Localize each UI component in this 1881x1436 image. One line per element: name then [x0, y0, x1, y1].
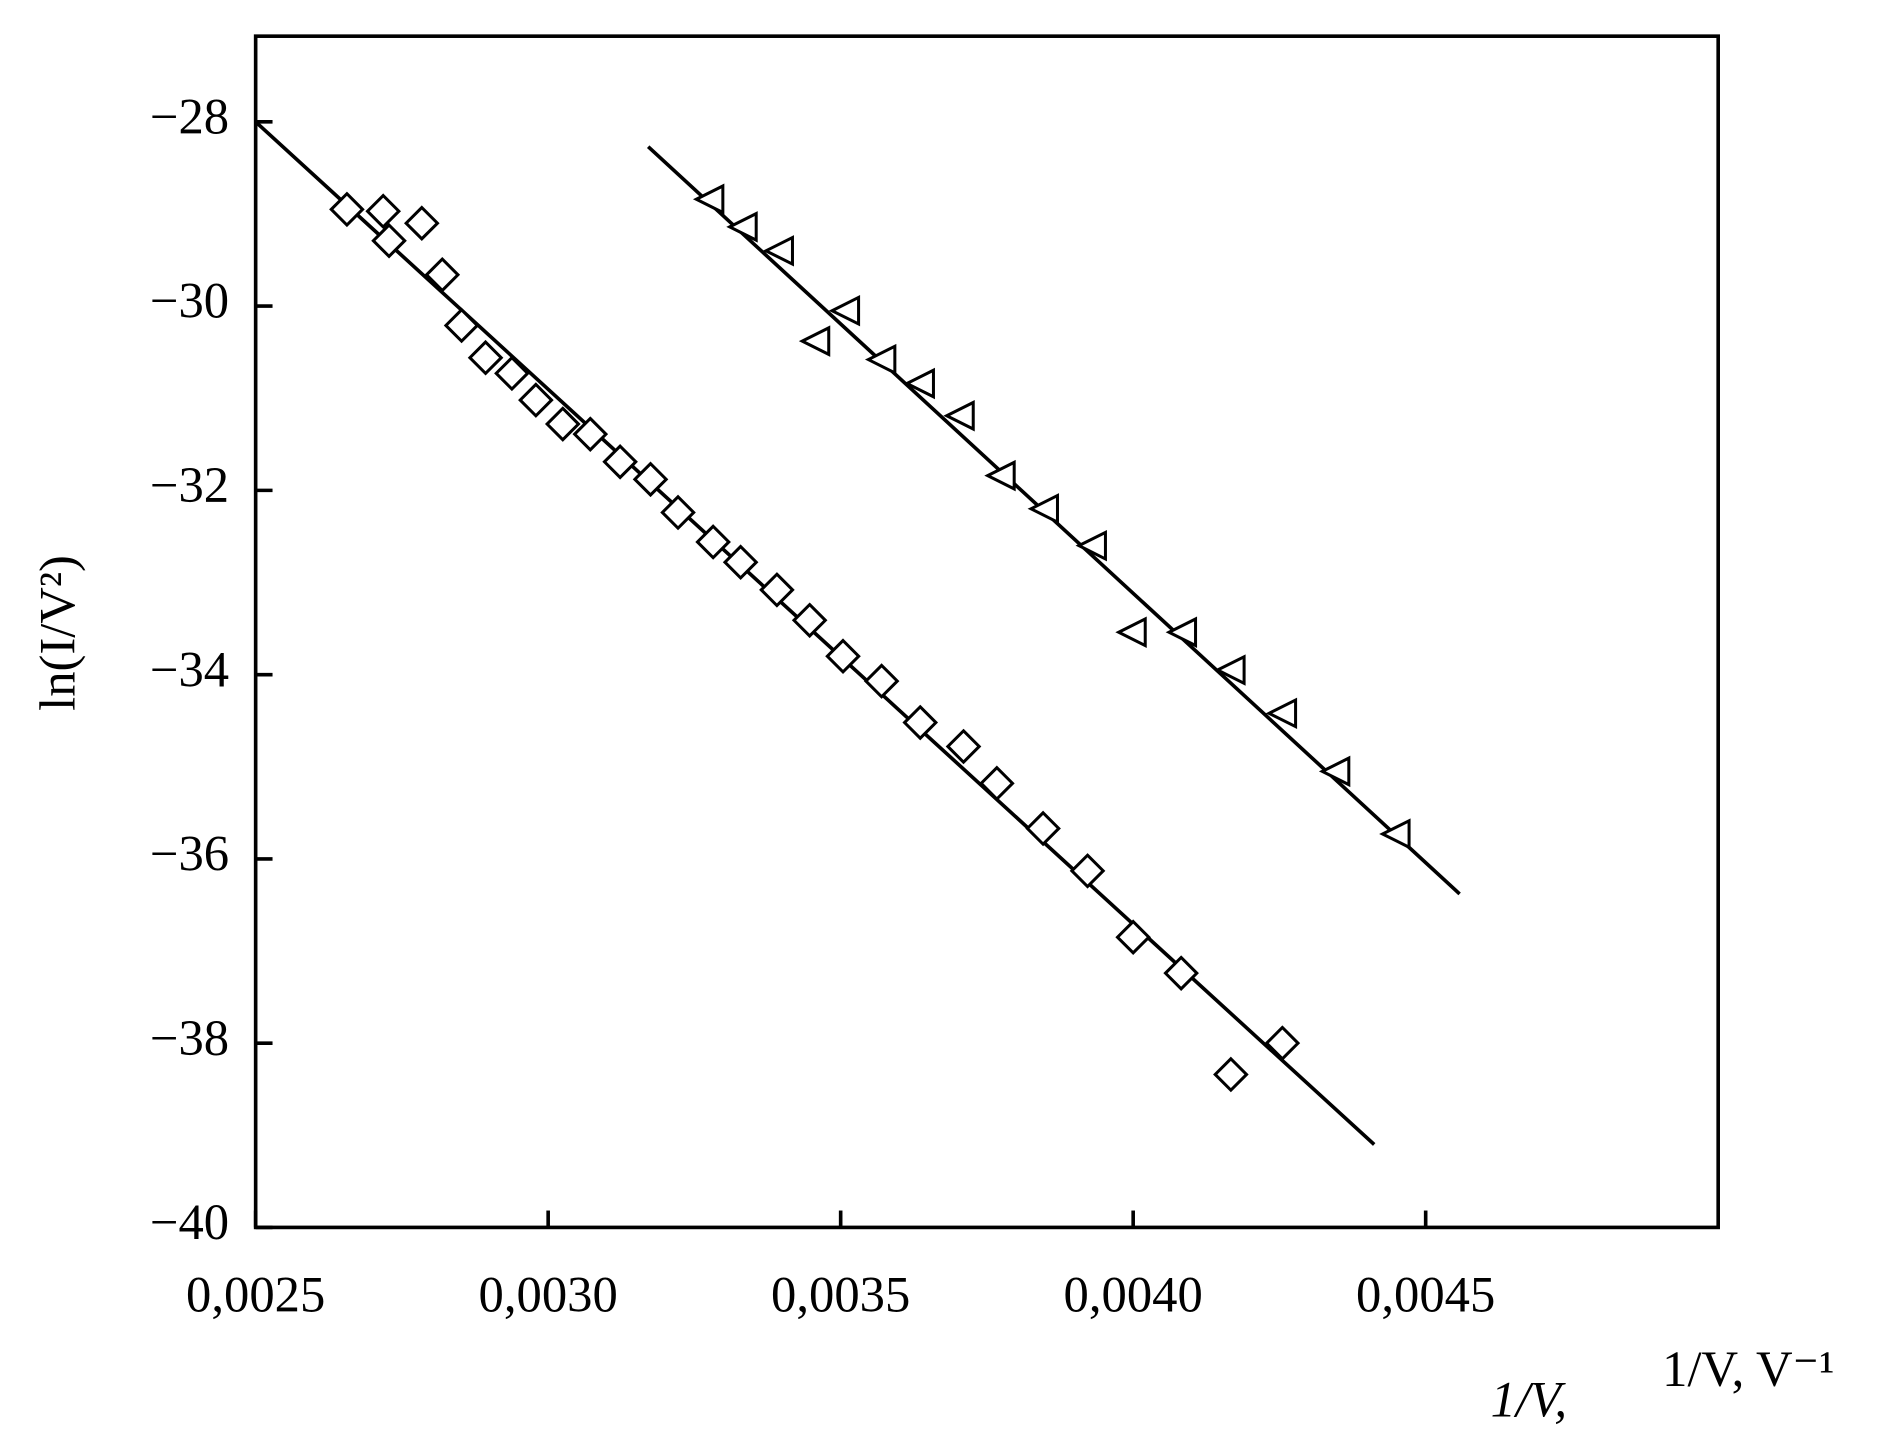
data-point [984, 459, 1016, 492]
x-axis-label: 1/V, [1491, 1371, 1567, 1427]
data-point [1165, 616, 1198, 648]
data-point [864, 343, 897, 376]
y-tick-label: −30 [150, 273, 229, 329]
data-point [1075, 529, 1107, 562]
data-point [602, 444, 638, 480]
y-tick-label: −32 [150, 457, 229, 513]
y-axis-label: ln(I/V²) [29, 555, 85, 711]
data-point [1214, 654, 1246, 686]
fit-line [254, 120, 1376, 1146]
data-point [632, 461, 669, 498]
x-tick-label: 0,0025 [186, 1266, 325, 1322]
data-point [759, 572, 795, 608]
data-point [518, 382, 554, 418]
data-point [762, 235, 794, 267]
data-point [863, 663, 900, 699]
data-point [1115, 616, 1147, 648]
y-tick-label: −40 [150, 1194, 229, 1250]
data-point [945, 728, 982, 765]
data-point [1213, 1056, 1249, 1093]
data-point [467, 339, 504, 376]
data-point [692, 183, 725, 215]
data-point [903, 367, 935, 400]
data-point [1163, 955, 1199, 991]
data-point [572, 416, 609, 452]
y-tick-label: −34 [150, 641, 229, 697]
data-point [791, 602, 828, 639]
data-point [943, 400, 975, 432]
data-point [424, 256, 461, 293]
data-point [1264, 1025, 1301, 1061]
data-point [828, 295, 861, 327]
data-point [1115, 919, 1151, 956]
plot-frame [253, 34, 1720, 1230]
y-tick-label: −38 [150, 1010, 229, 1066]
data-point [1027, 493, 1059, 525]
data-point [1265, 697, 1298, 730]
data-point [825, 638, 861, 675]
data-point [329, 191, 365, 228]
data-point [365, 193, 401, 230]
data-point [1379, 818, 1411, 850]
data-point [1025, 810, 1061, 847]
data-point [798, 325, 831, 357]
x-tick-label: 0,0040 [1064, 1266, 1203, 1322]
x-tick-label: 0,0035 [771, 1266, 910, 1322]
data-point [1069, 853, 1106, 889]
data-point [1318, 755, 1351, 788]
data-point [695, 524, 731, 560]
data-point [443, 307, 480, 344]
x-axis-units: 1/V, V⁻¹ [1662, 1341, 1834, 1397]
data-point [979, 765, 1015, 802]
data-point [403, 205, 440, 242]
data-point [544, 406, 581, 442]
data-point [371, 222, 407, 259]
data-point [722, 544, 759, 581]
x-tick-label: 0,0045 [1356, 1266, 1495, 1322]
y-tick-label: −36 [150, 826, 229, 882]
y-tick-label: −28 [150, 88, 229, 144]
data-point [726, 211, 758, 243]
data-point [902, 704, 939, 741]
data-point [660, 494, 696, 531]
x-tick-label: 0,0030 [479, 1266, 618, 1322]
data-point [494, 355, 530, 392]
